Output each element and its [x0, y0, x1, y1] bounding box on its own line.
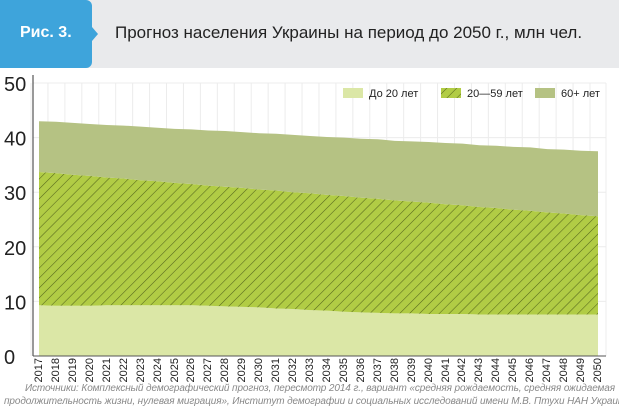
- legend-label-3: 60+ лет: [561, 88, 600, 100]
- x-tick-label: 2018: [49, 358, 62, 383]
- area-series-3: [39, 121, 598, 217]
- x-tick-label: 2045: [507, 358, 520, 383]
- x-tick-label: 2042: [456, 358, 469, 383]
- footnote-line-2: продолжительность жизни, нулевая миграци…: [4, 395, 619, 407]
- x-tick-label: 2029: [236, 358, 249, 383]
- footnote: Источники: Комплексный демографический п…: [4, 383, 619, 408]
- footnote-line-1: Источники: Комплексный демографический п…: [24, 383, 615, 394]
- x-tick-label: 2044: [490, 358, 503, 383]
- x-tick-label: 2048: [558, 358, 571, 383]
- x-tick-label: 2031: [270, 358, 283, 383]
- y-tick-label: 40: [4, 129, 26, 151]
- x-tick-label: 2046: [524, 358, 537, 383]
- legend-swatch-3: [535, 88, 555, 98]
- x-tick-label: 2039: [405, 358, 418, 383]
- x-tick-label: 2027: [202, 358, 215, 383]
- x-tick-label: 2035: [337, 358, 350, 383]
- y-tick-label: 50: [4, 74, 26, 96]
- x-tick-label: 2050: [592, 358, 604, 383]
- x-tick-label: 2023: [134, 358, 147, 383]
- x-tick-label: 2033: [304, 358, 317, 383]
- legend-label-1: До 20 лет: [369, 88, 418, 100]
- x-tick-label: 2040: [422, 358, 435, 383]
- x-tick-label: 2025: [168, 358, 181, 383]
- chart: 0 10 20 30 40 50 До 20 лет 20—59 лет 60+ лет: [4, 74, 607, 368]
- header-band: Рис. 3. Прогноз населения Украины на пер…: [0, 0, 619, 68]
- chart-title: Прогноз населения Украины на период до 2…: [115, 23, 583, 42]
- x-tick-label: 2021: [100, 358, 113, 383]
- x-tick-label: 2041: [439, 358, 452, 383]
- x-tick-label: 2037: [371, 358, 384, 383]
- x-tick-label: 2030: [253, 358, 266, 383]
- y-tick-label: 10: [4, 292, 26, 314]
- figure-tab: Рис. 3.: [0, 0, 92, 68]
- x-tick-label: 2034: [320, 358, 333, 383]
- x-tick-label: 2019: [66, 358, 79, 383]
- x-tick-label: 2022: [117, 358, 130, 383]
- x-tick-label: 2020: [83, 358, 96, 383]
- x-tick-label: 2038: [388, 358, 401, 383]
- x-tick-label: 2032: [287, 358, 300, 383]
- area-series-2: [39, 171, 598, 315]
- x-tick-label: 2043: [473, 358, 486, 383]
- x-tick-label: 2017: [33, 358, 45, 383]
- y-tick-label: 0: [4, 347, 15, 368]
- legend-swatch-1: [343, 88, 363, 98]
- tab-arrow-icon: [92, 27, 98, 41]
- legend-swatch-2: [441, 88, 461, 98]
- area-series-1: [39, 305, 598, 356]
- y-tick-label: 20: [4, 238, 26, 260]
- legend-label-2: 20—59 лет: [467, 88, 523, 100]
- x-tick-label: 2024: [151, 358, 164, 383]
- x-tick-label: 2049: [575, 358, 588, 383]
- x-tick-label: 2047: [541, 358, 554, 383]
- x-tick-label: 2028: [219, 358, 232, 383]
- x-tick-label: 2036: [354, 358, 367, 383]
- y-tick-label: 30: [4, 183, 26, 205]
- x-tick-label: 2026: [185, 358, 198, 383]
- figure-label: Рис. 3.: [20, 24, 72, 41]
